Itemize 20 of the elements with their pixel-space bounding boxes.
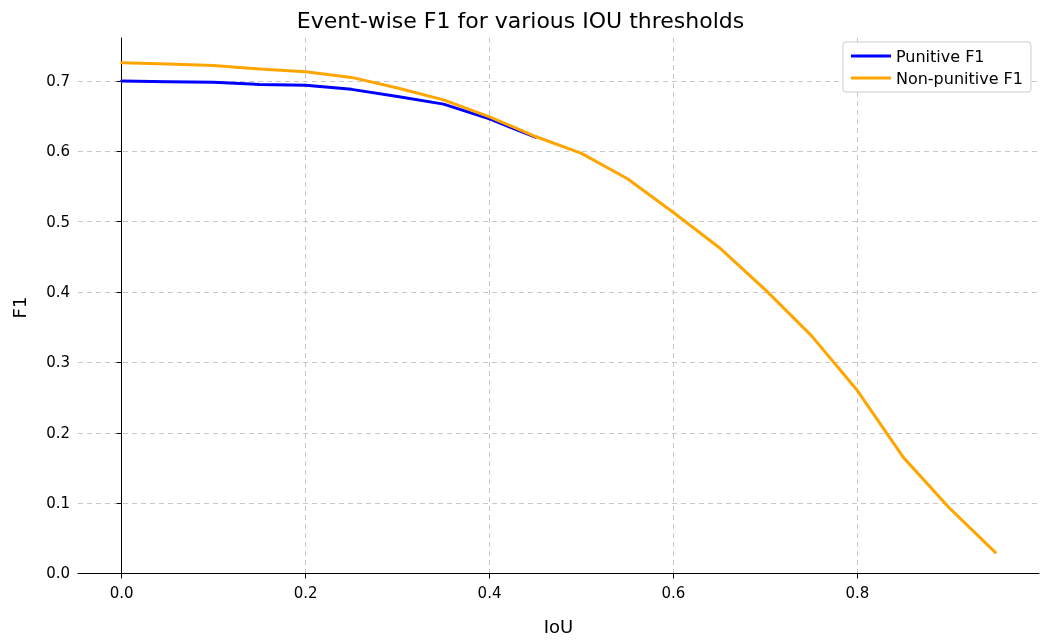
x-tick-label: 0.2 [293, 583, 318, 602]
x-tick-label: 0.8 [845, 583, 870, 602]
y-tick-label: 0.4 [46, 283, 70, 302]
y-tick-label: 0.3 [46, 353, 70, 372]
line-series [120, 61, 997, 554]
y-tick-label: 0.5 [46, 212, 70, 231]
x-tick-label: 0.6 [661, 583, 686, 602]
y-tick-label: 0.6 [46, 142, 70, 161]
legend-label: Non-punitive F1 [895, 68, 1024, 88]
x-tick-label: 0.0 [109, 583, 134, 602]
y-tick-label: 0.1 [46, 494, 70, 513]
legend-label: Punitive F1 [895, 46, 985, 66]
x-axis-title: IoU [543, 615, 574, 637]
y-tick-label: 0.2 [46, 423, 70, 442]
line-series [120, 79, 538, 139]
y-axis-title: F1 [8, 296, 30, 319]
y-tick-label: 0.7 [46, 71, 70, 90]
chart-title: Event-wise F1 for various IOU thresholds [296, 7, 745, 33]
y-tick-label: 0.0 [46, 564, 70, 583]
x-tick-label: 0.4 [477, 583, 502, 602]
